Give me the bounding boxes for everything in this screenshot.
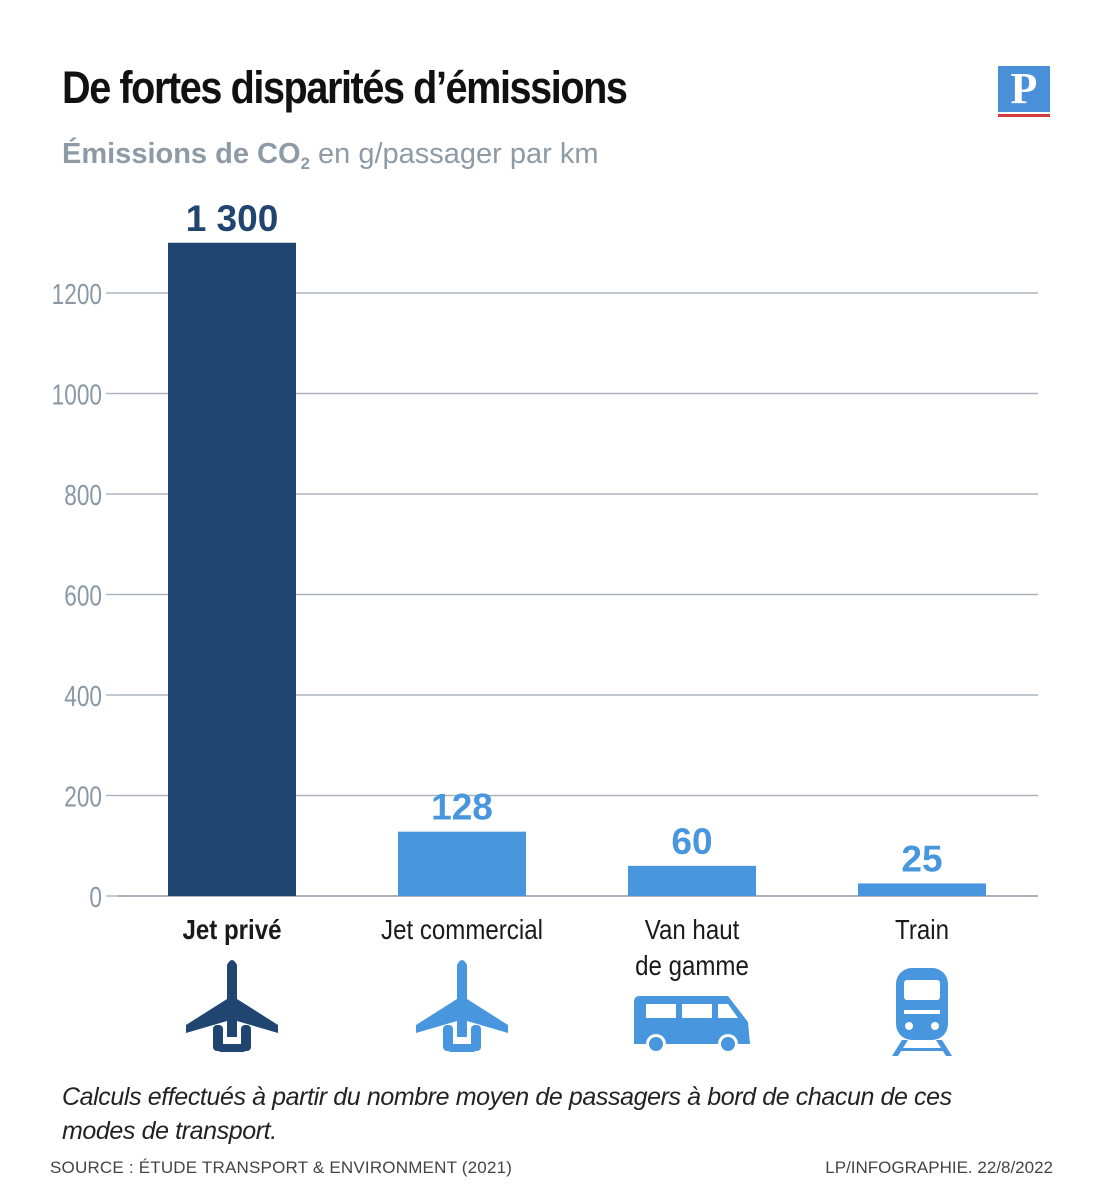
logo-underline — [998, 114, 1050, 117]
value-label: 1 300 — [186, 198, 279, 239]
x-category-label: Van haut — [645, 913, 740, 945]
private-jet-icon — [186, 960, 278, 1052]
subtitle-unit: en g/passager par km — [309, 138, 599, 170]
value-label: 128 — [431, 787, 493, 828]
train-light — [931, 1022, 939, 1030]
plane-body — [416, 960, 508, 1037]
plane-tail — [218, 1044, 246, 1052]
train-rail-tie — [898, 1048, 946, 1051]
x-category-label: Train — [895, 913, 949, 945]
bar — [858, 883, 986, 896]
bar-chart: 0 200 400 600 800 1000 1200 1 300 Jet privé 128 J… — [52, 198, 1038, 1056]
chart-title: De fortes disparités d’émissions — [62, 62, 628, 113]
train-window — [904, 980, 940, 1000]
y-tick-label: 1000 — [52, 378, 102, 411]
train-stripe — [904, 1010, 940, 1014]
source-text: SOURCE : ÉTUDE TRANSPORT & ENVIRONMENT (… — [50, 1158, 513, 1177]
y-tick-label: 0 — [89, 880, 102, 913]
subtitle-subscript: 2 — [300, 154, 310, 173]
van-wheel — [649, 1037, 663, 1051]
train-light — [905, 1022, 913, 1030]
van-window — [718, 1004, 738, 1018]
commercial-jet-icon — [416, 960, 508, 1052]
labels-layer: 1 300 Jet privé 128 Jet commercial 60 Van hau… — [182, 198, 949, 982]
train-rails — [892, 1040, 952, 1056]
subtitle-bold-prefix: Émissions de CO — [62, 138, 301, 170]
chart-subtitle: Émissions de CO2 en g/passager par km — [62, 138, 599, 174]
van-window — [646, 1004, 676, 1018]
x-category-label: Jet privé — [182, 913, 281, 945]
value-label: 60 — [671, 821, 712, 862]
publisher-logo: P — [998, 66, 1050, 112]
y-tick-label: 400 — [64, 679, 102, 712]
plane-body — [186, 960, 278, 1037]
bar — [398, 831, 526, 896]
y-tick-label: 1200 — [52, 277, 102, 310]
train-body — [896, 968, 948, 1040]
plane-tail — [448, 1044, 476, 1052]
van-window — [682, 1004, 712, 1018]
y-tick-label: 600 — [64, 579, 102, 612]
van-icon — [634, 996, 750, 1054]
credit-text: LP/INFOGRAPHIE. 22/8/2022 — [825, 1158, 1053, 1177]
x-category-label: de gamme — [635, 949, 749, 981]
y-tick-label: 800 — [64, 478, 102, 511]
van-wheel — [721, 1037, 735, 1051]
footnote: Calculs effectués à partir du nombre moy… — [62, 1083, 952, 1145]
value-label: 25 — [901, 838, 942, 879]
x-category-label: Jet commercial — [381, 913, 543, 945]
train-icon — [892, 968, 952, 1056]
bars-layer — [168, 242, 986, 896]
bar — [168, 242, 296, 896]
y-tick-label: 200 — [64, 780, 102, 813]
icons-layer — [186, 960, 952, 1056]
bar — [628, 865, 756, 896]
